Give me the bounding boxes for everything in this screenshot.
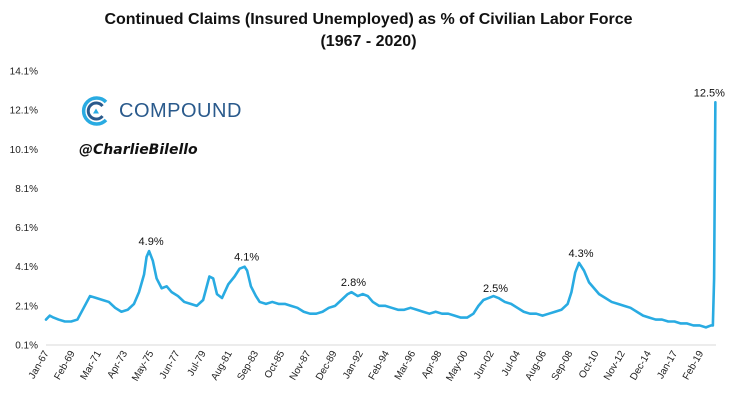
y-tick-label: 6.1% bbox=[15, 223, 38, 234]
data-label: 4.1% bbox=[234, 252, 259, 264]
x-tick-label: Sep-08 bbox=[550, 349, 576, 383]
x-tick-label: Jan-92 bbox=[341, 349, 366, 381]
y-tick-label: 8.1% bbox=[15, 184, 38, 195]
x-tick-label: Feb-19 bbox=[681, 349, 707, 382]
x-tick-label: Mar-71 bbox=[79, 349, 105, 382]
x-tick-label: Jan-67 bbox=[27, 349, 52, 381]
y-tick-label: 14.1% bbox=[10, 67, 38, 78]
y-tick-label: 10.1% bbox=[10, 145, 38, 156]
chart-title: Continued Claims (Insured Unemployed) as… bbox=[104, 11, 633, 28]
data-label: 4.3% bbox=[568, 248, 593, 260]
x-tick-label: Jul-79 bbox=[186, 349, 209, 378]
x-tick-label: Mar-96 bbox=[393, 349, 419, 382]
brand-logo: COMPOUND bbox=[79, 94, 242, 128]
chart-subtitle: (1967 - 2020) bbox=[320, 33, 417, 50]
data-label: 12.5% bbox=[694, 87, 725, 99]
x-tick-label: Nov-12 bbox=[602, 349, 628, 383]
data-label: 2.5% bbox=[483, 283, 508, 295]
x-tick-label: May-75 bbox=[130, 349, 156, 384]
compound-logo-icon bbox=[81, 96, 108, 126]
x-tick-label: Jul-04 bbox=[500, 349, 523, 378]
x-tick-label: Oct-85 bbox=[263, 349, 288, 381]
data-label: 2.8% bbox=[341, 277, 366, 289]
x-tick-label: Aug-06 bbox=[524, 349, 550, 383]
x-tick-label: Jun-02 bbox=[472, 349, 497, 381]
x-tick-label: Dec-14 bbox=[628, 349, 654, 383]
author-handle: @CharlieBilello bbox=[79, 142, 198, 158]
x-tick-label: Jun-77 bbox=[158, 349, 183, 381]
x-tick-label: Feb-69 bbox=[52, 349, 78, 382]
y-tick-label: 4.1% bbox=[15, 262, 38, 273]
series-line bbox=[44, 101, 717, 329]
y-tick-label: 0.1% bbox=[15, 341, 38, 352]
x-tick-label: Dec-89 bbox=[314, 349, 340, 383]
x-tick-label: Feb-94 bbox=[367, 349, 393, 382]
y-tick-label: 12.1% bbox=[10, 106, 38, 117]
x-tick-label: Apr-73 bbox=[106, 349, 131, 381]
x-tick-label: Jan-17 bbox=[655, 349, 680, 381]
x-tick-label: Nov-87 bbox=[288, 349, 314, 383]
x-tick-label: Oct-10 bbox=[577, 349, 602, 381]
y-tick-label: 2.1% bbox=[15, 301, 38, 312]
x-tick-label: Apr-98 bbox=[420, 349, 445, 381]
x-tick-label: May-00 bbox=[444, 349, 470, 384]
brand-name: COMPOUND bbox=[119, 99, 242, 122]
x-tick-label: Sep-83 bbox=[235, 349, 261, 383]
data-label: 4.9% bbox=[139, 236, 164, 248]
x-tick-label: Aug-81 bbox=[209, 349, 235, 383]
